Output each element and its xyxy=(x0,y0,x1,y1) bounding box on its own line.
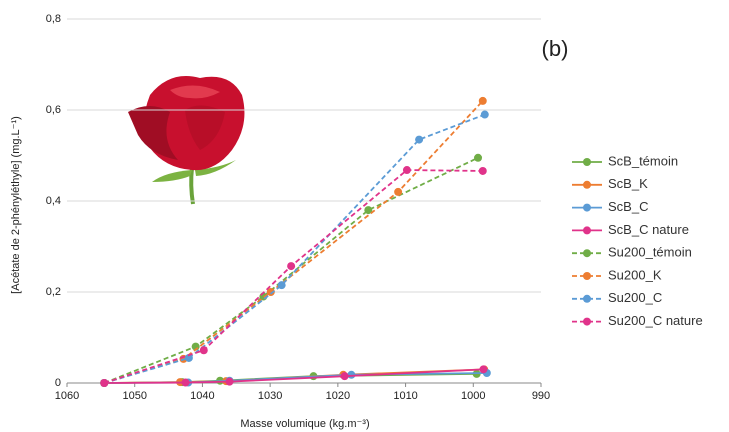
data-point xyxy=(478,96,487,105)
series-line xyxy=(103,113,486,384)
data-point xyxy=(287,262,296,271)
panel-label: (b) xyxy=(542,36,569,61)
data-point xyxy=(364,206,373,215)
y-tick-label: 0,2 xyxy=(46,286,61,298)
legend-marker xyxy=(583,249,591,258)
x-tick-label: 1060 xyxy=(55,390,79,402)
data-point xyxy=(181,378,190,387)
data-point xyxy=(474,153,483,162)
y-tick-label: 0,6 xyxy=(46,104,61,116)
legend-label: ScB_K xyxy=(608,176,648,191)
series-line xyxy=(103,169,483,384)
legend-marker xyxy=(583,158,591,166)
y-tick-label: 0,8 xyxy=(46,13,61,25)
x-tick-label: 1020 xyxy=(326,390,350,402)
data-point xyxy=(225,377,234,386)
legend-label: ScB_C nature xyxy=(608,222,689,237)
x-axis-label: Masse volumique (kg.m⁻³) xyxy=(240,418,369,430)
x-tick-label: 1040 xyxy=(190,390,214,402)
legend-marker xyxy=(583,226,591,235)
legend-marker xyxy=(583,180,591,189)
data-point xyxy=(184,353,193,362)
data-point xyxy=(340,372,349,381)
data-point xyxy=(277,281,286,290)
legend-marker xyxy=(583,294,591,303)
data-point xyxy=(479,365,488,374)
legend-label: Su200_C xyxy=(608,290,662,305)
legend-label: Su200_témoin xyxy=(608,245,692,260)
data-point xyxy=(199,346,208,355)
x-tick-label: 1050 xyxy=(122,390,146,402)
legend-label: Su200_K xyxy=(608,267,662,282)
data-point xyxy=(480,110,489,119)
x-tick-label: 1030 xyxy=(258,390,282,402)
data-point xyxy=(402,166,411,175)
series-line xyxy=(104,368,484,384)
x-tick-label: 1000 xyxy=(461,390,485,402)
series-line xyxy=(103,156,479,384)
legend-marker xyxy=(583,317,591,326)
data-point xyxy=(266,288,275,296)
data-point xyxy=(394,187,403,196)
data-point xyxy=(100,379,109,387)
legend-label: Su200_C nature xyxy=(608,313,703,328)
data-point xyxy=(415,135,424,144)
legend-label: ScB_témoin xyxy=(608,153,678,168)
x-tick-label: 1010 xyxy=(393,390,417,402)
y-tick-label: 0 xyxy=(55,377,61,389)
data-point xyxy=(478,166,487,175)
legend-marker xyxy=(583,203,591,212)
y-axis-label: [Acétate de 2-phényléthyle] (mg.L⁻¹) xyxy=(10,116,22,294)
legend-label: ScB_C xyxy=(608,199,648,214)
legend-marker xyxy=(583,272,591,280)
y-tick-label: 0,4 xyxy=(46,195,61,207)
x-tick-label: 990 xyxy=(532,390,550,402)
rose-illustration xyxy=(128,76,245,205)
